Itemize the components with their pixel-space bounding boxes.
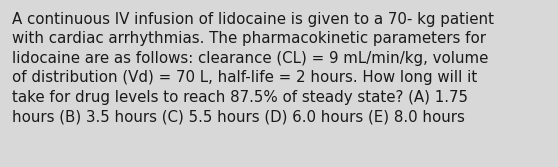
Text: A continuous IV infusion of lidocaine is given to a 70- kg patient
with cardiac : A continuous IV infusion of lidocaine is… (12, 12, 494, 124)
